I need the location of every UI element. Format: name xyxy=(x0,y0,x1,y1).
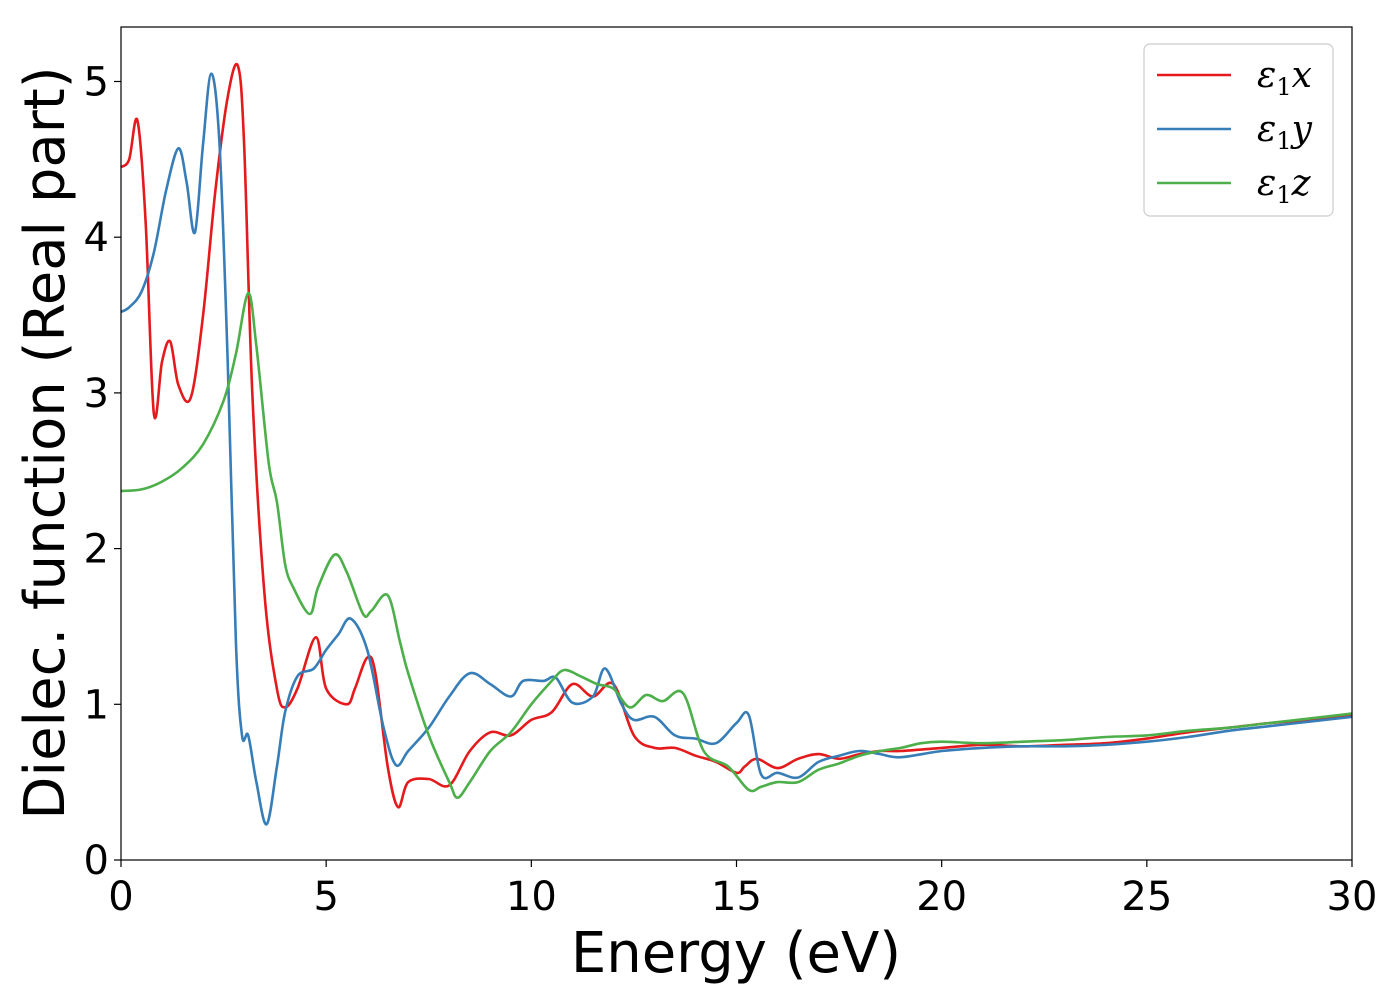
legend-item-x: ε1x xyxy=(1157,55,1312,101)
legend-box xyxy=(1143,43,1334,217)
series-layer xyxy=(120,62,1353,826)
series-line-y xyxy=(120,72,1353,826)
x-tick-label: 15 xyxy=(711,874,762,920)
x-tick-label: 0 xyxy=(108,874,133,920)
legend-label: ε1y xyxy=(1257,109,1313,155)
y-tick-label: 3 xyxy=(84,371,109,417)
legend-label: ε1z xyxy=(1257,163,1312,209)
legend-item-z: ε1z xyxy=(1157,163,1312,209)
y-axis: 0 1 2 3 4 5 xyxy=(84,59,121,884)
x-axis: 0 5 10 15 20 25 30 xyxy=(108,860,1377,920)
y-tick-label: 2 xyxy=(84,527,109,573)
x-tick-label: 30 xyxy=(1327,874,1378,920)
y-tick-label: 4 xyxy=(84,215,109,261)
y-tick-label: 0 xyxy=(84,838,109,884)
x-tick-label: 5 xyxy=(313,874,338,920)
y-tick-label: 1 xyxy=(84,682,109,728)
legend-label: ε1x xyxy=(1257,55,1312,101)
legend: ε1x ε1y ε1z xyxy=(1143,43,1334,217)
series-line-x xyxy=(120,62,1353,809)
x-tick-label: 25 xyxy=(1121,874,1172,920)
y-axis-title: Dielec. function (Real part) xyxy=(13,66,78,819)
x-tick-label: 10 xyxy=(506,874,557,920)
y-tick-label: 5 xyxy=(84,59,109,105)
x-axis-title: Energy (eV) xyxy=(571,921,901,986)
series-line-z xyxy=(120,291,1353,799)
x-tick-label: 20 xyxy=(916,874,967,920)
legend-item-y: ε1y xyxy=(1157,109,1313,155)
